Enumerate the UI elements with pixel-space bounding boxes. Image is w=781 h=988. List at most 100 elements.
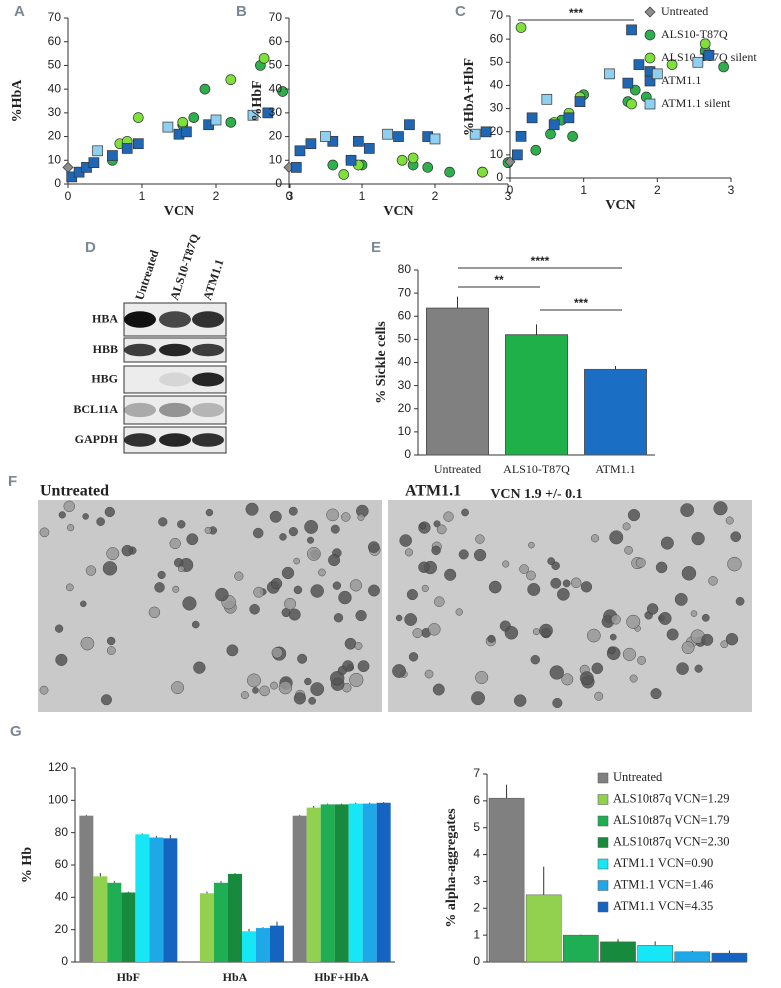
cell <box>539 623 553 638</box>
x-tick-label: 2 <box>432 189 439 203</box>
y-tick-label: 40 <box>55 890 69 904</box>
y-tick-label: 40 <box>398 355 412 369</box>
y-tick-label: 10 <box>490 147 504 161</box>
cell <box>329 671 345 686</box>
point <box>477 166 488 178</box>
y-tick-label: 40 <box>269 81 283 95</box>
cell <box>436 524 447 535</box>
cell <box>607 646 616 655</box>
bar <box>505 334 568 456</box>
cell <box>172 585 180 593</box>
bar <box>149 837 164 962</box>
lane-label: Untreated <box>132 248 161 302</box>
cell <box>547 557 555 565</box>
legend-label: ATM1.1 VCN=0.90 <box>613 856 713 870</box>
cell <box>245 502 259 516</box>
legend-label: ATM1.1 silent <box>661 96 731 110</box>
cell <box>177 520 186 529</box>
row-label: HBA <box>92 311 118 325</box>
bar <box>121 892 136 962</box>
cell <box>58 511 66 519</box>
point <box>563 112 575 124</box>
cell <box>735 596 745 606</box>
cell <box>532 628 540 636</box>
y-tick-label: 20 <box>398 401 412 415</box>
cell <box>293 557 300 565</box>
bar <box>135 834 150 962</box>
legend-swatch <box>597 815 609 827</box>
point <box>305 138 317 150</box>
band <box>192 372 224 387</box>
cell <box>333 613 344 623</box>
cell <box>191 620 200 629</box>
legend-marker <box>644 52 656 64</box>
point <box>404 119 415 131</box>
cell <box>157 570 166 579</box>
cell <box>406 589 418 601</box>
y-tick-label: 30 <box>48 105 62 119</box>
bar <box>488 797 525 963</box>
point <box>181 126 192 138</box>
cell <box>288 527 298 537</box>
y-tick-label: 100 <box>48 793 68 807</box>
lane-label: ALS10-T87Q <box>167 232 202 302</box>
point <box>290 162 302 173</box>
cell <box>100 694 112 706</box>
band <box>192 311 224 328</box>
cell <box>629 674 638 683</box>
point <box>515 22 527 33</box>
band <box>124 433 156 447</box>
legend-swatch <box>597 837 609 848</box>
cell <box>635 557 646 568</box>
cell <box>419 522 427 530</box>
cell <box>330 524 340 534</box>
point <box>92 145 103 157</box>
band <box>159 433 191 447</box>
x-tick-label: 3 <box>505 189 512 203</box>
legend-marker <box>644 98 656 110</box>
point <box>407 152 419 164</box>
cell <box>580 581 593 593</box>
x-tick-label: 0 <box>65 189 72 203</box>
sig-label: **** <box>531 254 550 268</box>
legend-swatch <box>597 880 609 891</box>
sig-label: *** <box>574 296 588 310</box>
cell <box>681 566 697 581</box>
cell <box>158 517 168 527</box>
point <box>699 38 711 50</box>
cell <box>204 526 212 534</box>
cell <box>354 642 363 650</box>
cell <box>249 603 260 615</box>
cell <box>182 596 197 611</box>
panel-label: F <box>8 473 17 490</box>
x-tick-label: HbA <box>223 970 248 984</box>
cell <box>461 508 469 517</box>
cell <box>526 570 536 581</box>
bar <box>214 882 228 962</box>
cell <box>658 611 672 625</box>
bar <box>563 934 599 963</box>
point <box>718 61 729 73</box>
cell <box>82 513 89 520</box>
cell <box>67 524 75 532</box>
point <box>393 131 404 142</box>
cell <box>80 636 95 651</box>
cell <box>404 548 414 557</box>
cell <box>655 561 668 574</box>
cell <box>550 577 562 589</box>
cell <box>591 662 604 675</box>
point <box>469 128 481 140</box>
legend-label: ALS10t87q VCN=2.30 <box>613 834 730 848</box>
bar <box>584 368 647 456</box>
point <box>703 49 715 61</box>
cell <box>424 669 434 679</box>
cell <box>269 510 282 523</box>
cell <box>609 633 617 641</box>
cell <box>727 556 742 572</box>
cell <box>690 610 698 617</box>
legend-label: Untreated <box>661 4 708 18</box>
y-tick-label: 120 <box>48 760 68 774</box>
cell <box>279 533 287 541</box>
image-title: Untreated <box>40 483 109 500</box>
y-tick-label: 40 <box>490 78 504 92</box>
